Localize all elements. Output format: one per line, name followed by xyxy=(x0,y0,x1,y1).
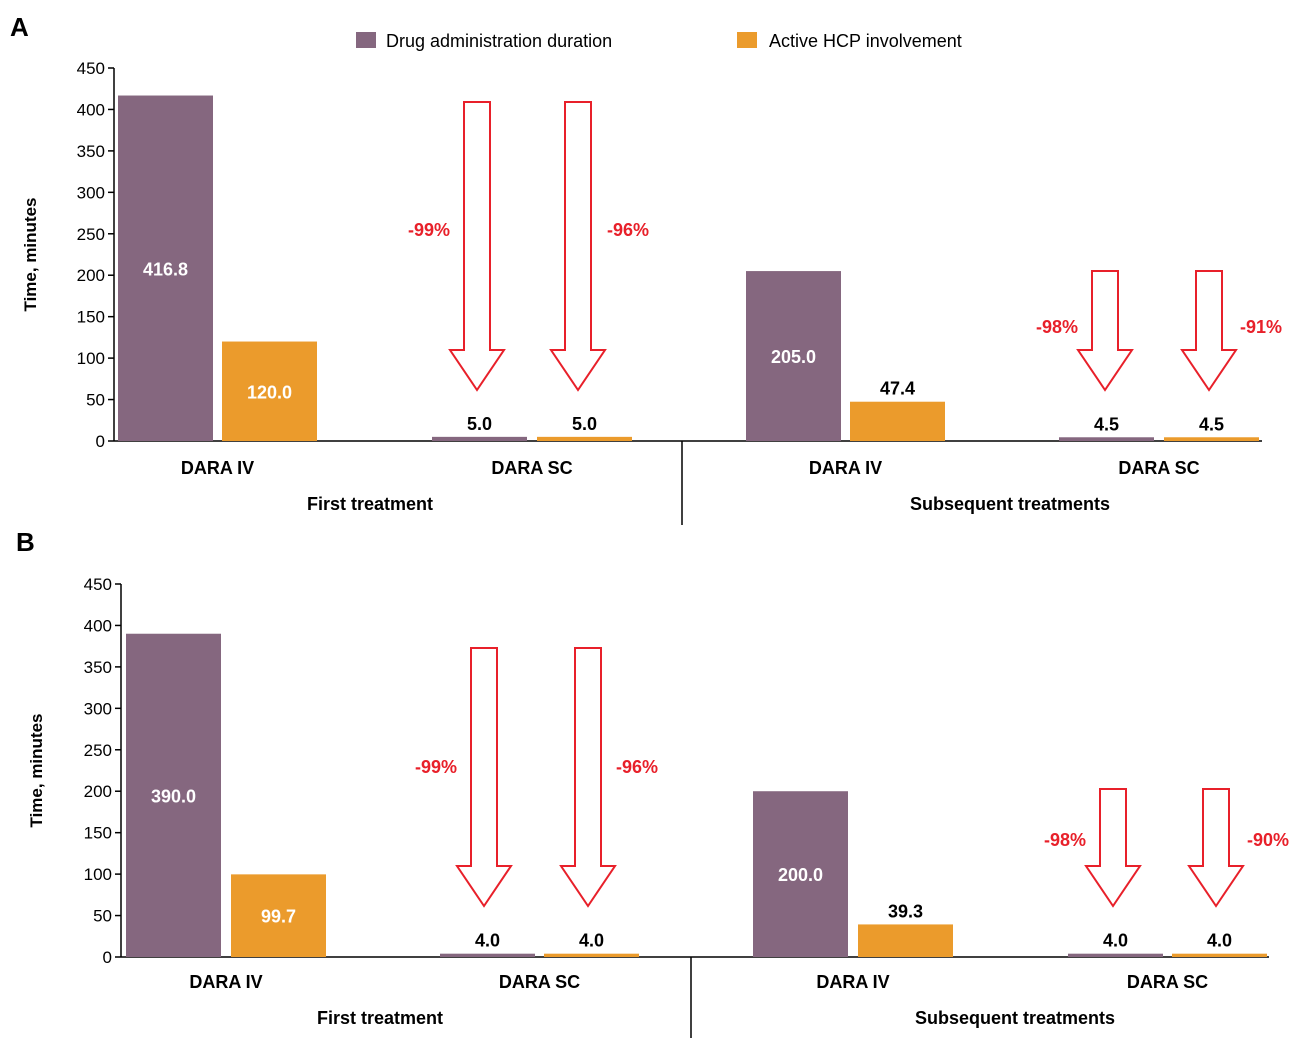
y-tick-label: 250 xyxy=(84,741,112,760)
data-label: 5.0 xyxy=(467,414,492,434)
reduction-pct-drug: -98% xyxy=(1044,830,1086,850)
bar-drug xyxy=(1068,953,1163,957)
reduction-pct-drug: -99% xyxy=(415,757,457,777)
panel-a-chart: A 0 50 100 150 200 250 300 350 400 450 Time, minute… xyxy=(10,12,1282,525)
group-label: Subsequent treatments xyxy=(915,1008,1115,1028)
reduction-pct-hcp: -96% xyxy=(607,220,649,240)
bar-drug xyxy=(753,791,848,957)
legend-label-drug: Drug administration duration xyxy=(386,31,612,51)
group-label: First treatment xyxy=(307,494,433,514)
data-label: 4.0 xyxy=(1207,931,1232,951)
y-tick-label: 250 xyxy=(77,225,105,244)
reduction-arrow-hcp xyxy=(1187,788,1245,908)
category-label: DARA SC xyxy=(1127,972,1208,992)
y-tick-label: 150 xyxy=(84,824,112,843)
bar-hcp xyxy=(1164,437,1259,441)
y-tick-label: 350 xyxy=(77,142,105,161)
bar-hcp xyxy=(850,401,945,441)
y-tick-label: 0 xyxy=(103,948,112,967)
panel-b-chart: B 0 50 100 150 200 250 300 350 400 450 Time, minute… xyxy=(16,527,1289,1038)
category-label: DARA IV xyxy=(816,972,889,992)
legend: Drug administration duration Active HCP i… xyxy=(356,31,962,51)
bar-drug xyxy=(118,95,213,442)
group-label: Subsequent treatments xyxy=(910,494,1110,514)
bar-drug xyxy=(126,633,221,957)
reduction-arrow-hcp xyxy=(1180,270,1238,392)
y-tick-label: 100 xyxy=(77,349,105,368)
y-tick-label: 400 xyxy=(84,616,112,635)
legend-label-hcp: Active HCP involvement xyxy=(769,31,962,51)
y-tick-label: 300 xyxy=(84,699,112,718)
y-tick-label: 50 xyxy=(86,391,105,410)
data-label: 39.3 xyxy=(888,901,923,921)
data-label: 4.0 xyxy=(475,931,500,951)
reduction-pct-hcp: -91% xyxy=(1240,317,1282,337)
bar-hcp xyxy=(544,953,639,957)
y-axis-title: Time, minutes xyxy=(27,714,46,828)
panel-a-label: A xyxy=(10,12,29,42)
reduction-pct-drug: -99% xyxy=(408,220,450,240)
y-tick-label: 450 xyxy=(84,575,112,594)
data-label: 416.8 xyxy=(143,259,188,279)
bar-hcp xyxy=(1172,953,1267,957)
legend-swatch-drug xyxy=(356,32,376,48)
bar-hcp xyxy=(858,924,953,957)
data-label: 4.0 xyxy=(579,931,604,951)
data-label: 4.5 xyxy=(1199,414,1224,434)
data-label: 5.0 xyxy=(572,414,597,434)
bar-drug xyxy=(432,436,527,441)
y-tick-label: 50 xyxy=(93,907,112,926)
bar-drug xyxy=(440,953,535,957)
y-tick-label: 450 xyxy=(77,59,105,78)
reduction-pct-hcp: -96% xyxy=(616,757,658,777)
y-tick-label: 400 xyxy=(77,100,105,119)
reduction-pct-drug: -98% xyxy=(1036,317,1078,337)
reduction-arrow-hcp xyxy=(559,647,617,908)
y-tick-label: 0 xyxy=(96,432,105,451)
y-tick-label: 100 xyxy=(84,865,112,884)
reduction-arrow-drug xyxy=(1076,270,1134,392)
category-label: DARA SC xyxy=(491,458,572,478)
group-label: First treatment xyxy=(317,1008,443,1028)
data-label: 205.0 xyxy=(771,347,816,367)
y-tick-label: 300 xyxy=(77,183,105,202)
y-tick-label: 200 xyxy=(84,782,112,801)
bar-drug xyxy=(746,271,841,441)
y-tick-label: 150 xyxy=(77,308,105,327)
category-label: DARA SC xyxy=(499,972,580,992)
y-tick-label: 350 xyxy=(84,658,112,677)
category-label: DARA SC xyxy=(1118,458,1199,478)
data-label: 120.0 xyxy=(247,382,292,402)
y-axis-title: Time, minutes xyxy=(21,198,40,312)
data-label: 390.0 xyxy=(151,786,196,806)
legend-swatch-hcp xyxy=(737,32,757,48)
category-label: DARA IV xyxy=(809,458,882,478)
reduction-arrow-drug xyxy=(1084,788,1142,908)
bar-hcp xyxy=(537,436,632,441)
data-label: 200.0 xyxy=(778,865,823,885)
bar-drug xyxy=(1059,437,1154,441)
reduction-arrow-drug xyxy=(455,647,513,908)
panel-b-label: B xyxy=(16,527,35,557)
category-label: DARA IV xyxy=(181,458,254,478)
data-label: 99.7 xyxy=(261,907,296,927)
y-tick-label: 200 xyxy=(77,266,105,285)
data-label: 4.0 xyxy=(1103,931,1128,951)
reduction-pct-hcp: -90% xyxy=(1247,830,1289,850)
data-label: 4.5 xyxy=(1094,414,1119,434)
bar-hcp xyxy=(231,874,326,957)
reduction-arrow-drug xyxy=(448,101,506,392)
bar-hcp xyxy=(222,341,317,441)
data-label: 47.4 xyxy=(880,379,915,399)
reduction-arrow-hcp xyxy=(549,101,607,392)
category-label: DARA IV xyxy=(189,972,262,992)
